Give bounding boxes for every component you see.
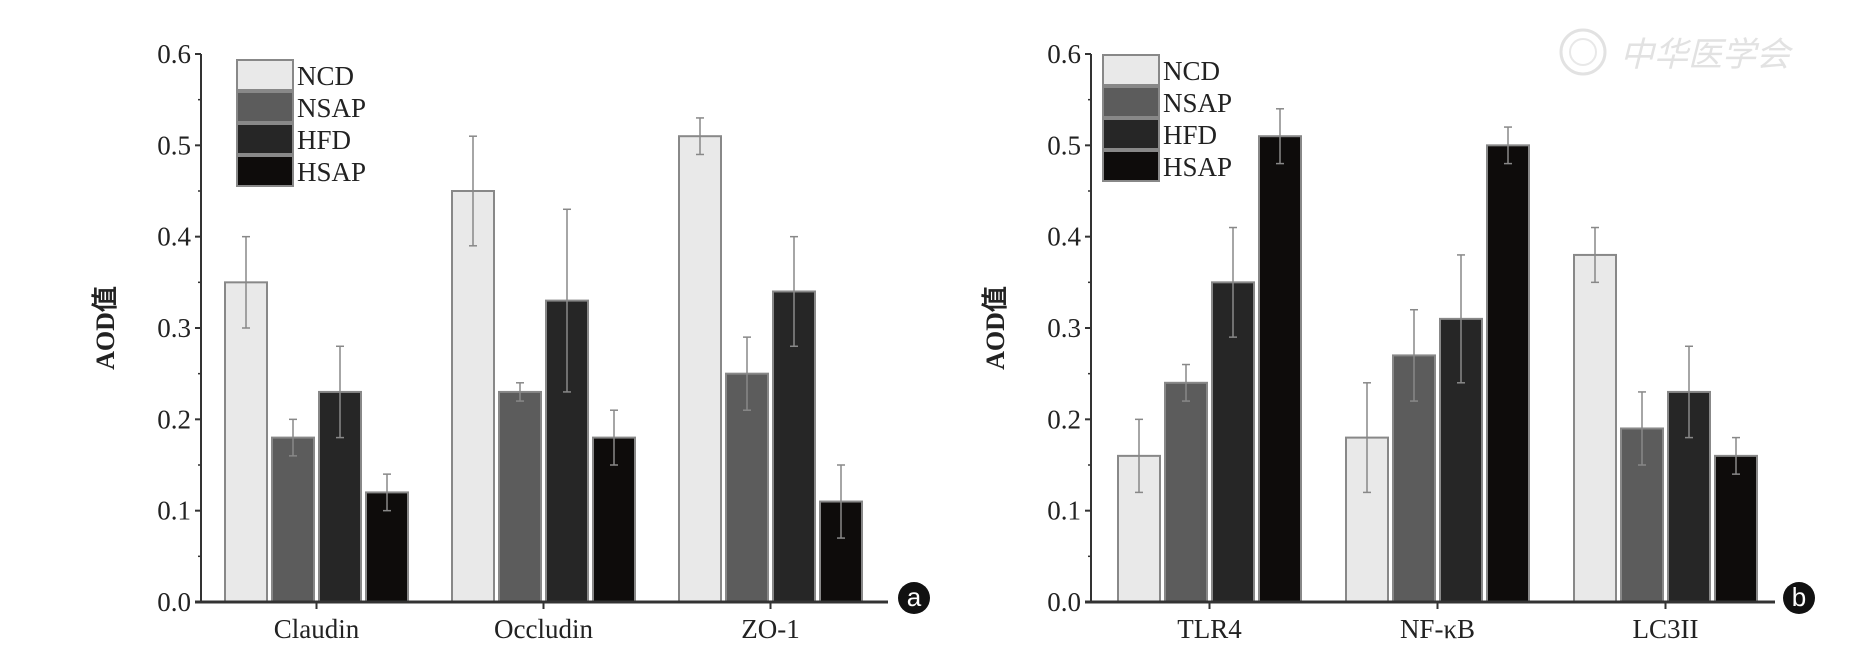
legend-label-nsap: NSAP (297, 93, 366, 123)
seal-icon (1559, 28, 1607, 76)
panel-label: a (907, 582, 922, 612)
y-tick-label: 0.0 (157, 587, 191, 617)
y-tick-label: 0.2 (157, 404, 191, 434)
bar-ncd-occludin (451, 190, 495, 603)
x-tick-label: NF-κB (1400, 614, 1475, 644)
bar-nsap-occludin (498, 390, 542, 603)
legend-swatch-nsap (1102, 86, 1160, 118)
panel-label: b (1792, 582, 1806, 612)
panel-badge (898, 582, 930, 614)
y-tick-label: 0.0 (1047, 587, 1081, 617)
bar-nsap-claudin (271, 436, 315, 603)
legend-label-hsap: HSAP (1163, 152, 1232, 182)
legend-swatch-hfd (236, 123, 294, 155)
legend-label-ncd: NCD (297, 61, 354, 91)
legend-label-hfd: HFD (297, 125, 351, 155)
y-tick-label: 0.6 (157, 39, 191, 69)
legend-swatch-ncd (1102, 54, 1160, 86)
legend-label-nsap: NSAP (1163, 88, 1232, 118)
legend-swatch-ncd (236, 59, 294, 91)
x-tick-label: TLR4 (1177, 614, 1242, 644)
x-tick-label: Claudin (274, 614, 360, 644)
y-tick-label: 0.2 (1047, 404, 1081, 434)
x-tick-label: LC3II (1633, 614, 1699, 644)
legend-label-hsap: HSAP (297, 157, 366, 187)
legend-swatch-nsap (236, 91, 294, 123)
y-tick-label: 0.3 (1047, 313, 1081, 343)
watermark-text: 中华医学会 (1620, 35, 1794, 75)
y-axis-label: AOD值 (91, 286, 120, 370)
legend-label-ncd: NCD (1163, 56, 1220, 86)
watermark-logo: 中华医学会 (1559, 28, 1794, 76)
bar-hsap-lc3ii (1714, 454, 1758, 603)
bar-ncd-claudin (224, 281, 268, 603)
bar-ncd-zo-1 (678, 135, 722, 603)
x-tick-label: Occludin (494, 614, 593, 644)
bar-hsap-tlr4 (1258, 135, 1302, 603)
seal-inner-icon (1569, 38, 1597, 66)
bar-nsap-tlr4 (1164, 381, 1208, 603)
bar-nsap-zo-1 (725, 372, 769, 603)
y-tick-label: 0.5 (157, 130, 191, 160)
bar-ncd-lc3ii (1573, 253, 1617, 604)
panel-badge (1783, 582, 1815, 614)
y-tick-label: 0.3 (157, 313, 191, 343)
x-tick-label: ZO-1 (741, 614, 799, 644)
bar-hsap-nf-κb (1486, 144, 1530, 603)
y-tick-label: 0.5 (1047, 130, 1081, 160)
chart-panel-b: 0.0 0.1 0.2 0.3 0.4 0.5 0.6 TLR4 NF-κB LC3II AOD值 N… (981, 39, 1815, 644)
y-tick-label: 0.4 (157, 222, 191, 252)
legend-swatch-hsap (1102, 150, 1160, 182)
legend-swatch-hsap (236, 155, 294, 187)
legend-label-hfd: HFD (1163, 120, 1217, 150)
chart-panel-a: 0.0 0.1 0.2 0.3 0.4 0.5 0.6 Claudin Occludin ZO-1… (91, 39, 930, 644)
legend-swatch-hfd (1102, 118, 1160, 150)
y-tick-label: 0.1 (157, 496, 191, 526)
y-tick-label: 0.6 (1047, 39, 1081, 69)
y-tick-label: 0.4 (1047, 222, 1081, 252)
y-tick-label: 0.1 (1047, 496, 1081, 526)
y-axis-label: AOD值 (981, 286, 1010, 370)
